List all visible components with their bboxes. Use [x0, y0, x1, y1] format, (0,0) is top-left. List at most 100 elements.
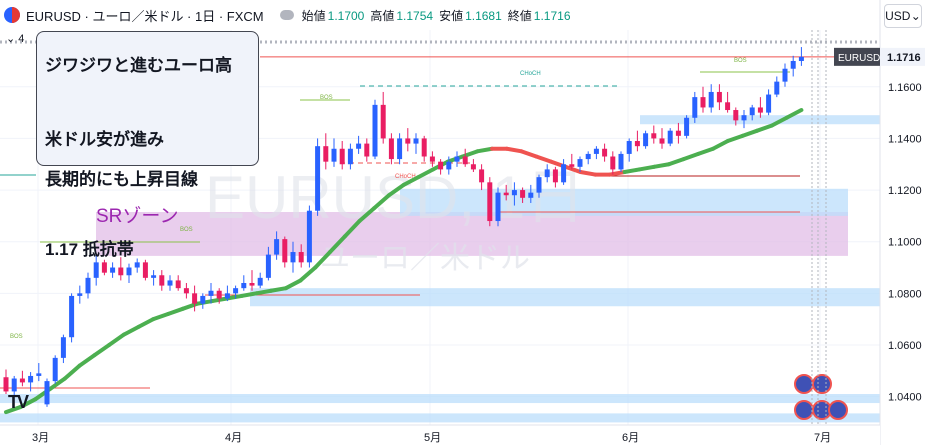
candle-body-70[interactable]	[577, 159, 583, 167]
candle-body-29[interactable]	[241, 283, 247, 289]
candle-body-89[interactable]	[733, 110, 739, 121]
candle-body-58[interactable]	[479, 169, 485, 183]
candle-body-80[interactable]	[659, 138, 665, 144]
candle-body-10[interactable]	[85, 277, 91, 294]
candle-body-39[interactable]	[323, 146, 329, 162]
economic-event-icon-4[interactable]	[828, 400, 848, 420]
candle-body-81[interactable]	[667, 130, 673, 144]
candle-body-48[interactable]	[397, 138, 403, 160]
candle-body-52[interactable]	[429, 156, 435, 162]
economic-event-icon-1[interactable]	[812, 374, 832, 394]
candle-body-93[interactable]	[766, 94, 772, 113]
candle-body-91[interactable]	[749, 107, 755, 116]
candle-body-57[interactable]	[470, 164, 476, 170]
candle-body-15[interactable]	[126, 267, 132, 276]
candle-body-65[interactable]	[536, 177, 542, 193]
candle-body-51[interactable]	[421, 138, 427, 157]
candle-body-30[interactable]	[249, 283, 255, 286]
candle-body-78[interactable]	[643, 133, 649, 147]
currency-selector[interactable]: USD ⌄	[884, 4, 922, 28]
candle-body-50[interactable]	[413, 138, 419, 144]
candle-body-20[interactable]	[167, 280, 173, 286]
annotation-note[interactable]: ジワジワと進むユーロ高 米ドル安が進み 長期的にも上昇目線 1.17 抵抗帯	[36, 31, 259, 259]
candle-body-95[interactable]	[782, 68, 788, 82]
economic-event-icon-0[interactable]	[794, 374, 814, 394]
candle-body-32[interactable]	[265, 254, 271, 278]
candle-body-60[interactable]	[495, 192, 501, 222]
candle-body-41[interactable]	[339, 148, 345, 165]
candle-body-94[interactable]	[774, 81, 780, 95]
candle-body-25[interactable]	[208, 290, 214, 296]
candle-body-69[interactable]	[569, 164, 575, 167]
candle-body-4[interactable]	[36, 373, 42, 376]
candle-body-73[interactable]	[602, 148, 608, 157]
candle-body-14[interactable]	[118, 267, 124, 276]
candle-body-6[interactable]	[52, 357, 58, 382]
candle-body-24[interactable]	[200, 295, 206, 304]
candle-body-31[interactable]	[257, 277, 263, 286]
candle-body-96[interactable]	[790, 60, 796, 69]
candle-body-46[interactable]	[380, 104, 386, 139]
candle-body-68[interactable]	[561, 164, 567, 183]
candle-body-1[interactable]	[11, 378, 17, 392]
candle-body-22[interactable]	[183, 288, 189, 294]
candle-body-17[interactable]	[142, 262, 148, 278]
candle-body-66[interactable]	[544, 169, 550, 178]
candle-body-59[interactable]	[487, 182, 493, 222]
candle-body-27[interactable]	[224, 293, 230, 299]
candle-body-23[interactable]	[192, 293, 198, 304]
candle-body-86[interactable]	[708, 91, 714, 108]
economic-event-icon-2[interactable]	[794, 400, 814, 420]
candle-body-88[interactable]	[725, 102, 731, 111]
candle-body-36[interactable]	[298, 252, 304, 263]
candle-body-64[interactable]	[528, 192, 534, 198]
candle-body-82[interactable]	[675, 130, 681, 136]
candle-body-19[interactable]	[159, 275, 165, 286]
candle-body-5[interactable]	[44, 381, 50, 405]
candle-body-11[interactable]	[93, 262, 99, 278]
candle-body-72[interactable]	[593, 148, 599, 154]
candle-body-44[interactable]	[364, 143, 370, 157]
candle-body-67[interactable]	[552, 169, 558, 183]
candle-body-90[interactable]	[741, 115, 747, 121]
candle-body-43[interactable]	[356, 143, 362, 149]
candle-body-37[interactable]	[306, 210, 312, 263]
candle-body-77[interactable]	[634, 141, 640, 147]
candle-body-8[interactable]	[69, 295, 75, 338]
candle-body-2[interactable]	[19, 378, 25, 383]
candle-body-54[interactable]	[446, 161, 452, 170]
candle-body-83[interactable]	[684, 117, 690, 136]
candle-body-42[interactable]	[347, 148, 353, 165]
candle-body-92[interactable]	[757, 107, 763, 113]
symbol-title[interactable]: EURUSD · ユーロ／米ドル · 1日 · FXCM	[26, 8, 264, 24]
candle-body-97[interactable]	[798, 56, 804, 61]
candle-body-7[interactable]	[60, 337, 66, 358]
candle-body-76[interactable]	[626, 141, 632, 154]
candle-body-3[interactable]	[28, 375, 34, 383]
candle-body-71[interactable]	[585, 153, 591, 160]
candle-body-53[interactable]	[438, 161, 444, 170]
candle-body-38[interactable]	[315, 146, 321, 211]
candle-body-61[interactable]	[503, 192, 509, 196]
candle-body-33[interactable]	[274, 239, 280, 255]
candle-body-45[interactable]	[372, 104, 378, 157]
candle-body-28[interactable]	[233, 288, 239, 294]
market-status-icon[interactable]	[279, 10, 294, 20]
candle-body-56[interactable]	[462, 156, 468, 165]
candle-body-47[interactable]	[388, 138, 394, 160]
candle-body-13[interactable]	[110, 267, 116, 273]
collapse-toggle[interactable]: ⌄ 4	[6, 33, 25, 45]
candle-body-0[interactable]	[3, 377, 9, 392]
candle-body-18[interactable]	[151, 275, 157, 278]
candle-body-34[interactable]	[282, 239, 288, 263]
candle-body-9[interactable]	[77, 293, 83, 296]
candle-body-74[interactable]	[610, 156, 616, 170]
candle-body-85[interactable]	[700, 97, 706, 108]
candle-body-75[interactable]	[618, 153, 624, 170]
candle-body-21[interactable]	[175, 280, 181, 289]
candle-body-63[interactable]	[520, 190, 526, 198]
candle-body-49[interactable]	[405, 138, 411, 144]
candle-body-26[interactable]	[216, 290, 222, 299]
candle-body-84[interactable]	[692, 97, 698, 118]
